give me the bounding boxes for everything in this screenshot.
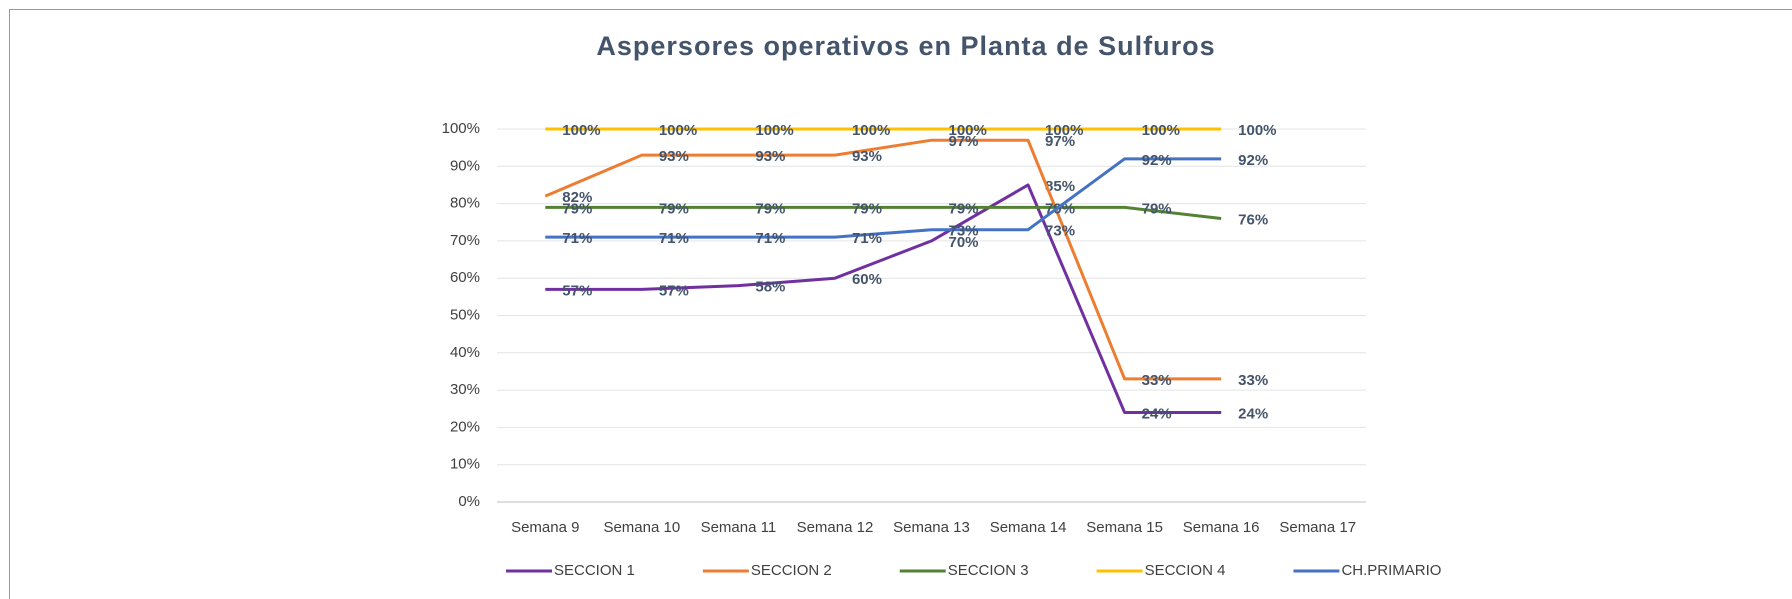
data-label: 100% — [562, 122, 600, 139]
data-label: 60% — [852, 271, 882, 288]
y-tick-label: 30% — [450, 381, 480, 398]
x-tick-label: Semana 12 — [797, 519, 874, 536]
data-label: 100% — [659, 122, 697, 139]
y-tick-label: 100% — [442, 120, 480, 137]
data-label: 79% — [1142, 200, 1172, 217]
y-tick-label: 80% — [450, 195, 480, 212]
x-tick-label: Semana 13 — [893, 519, 970, 536]
x-tick-label: Semana 16 — [1183, 519, 1260, 536]
data-label: 100% — [1045, 122, 1083, 139]
data-label: 24% — [1238, 405, 1268, 422]
legend-label: CH.PRIMARIO — [1341, 562, 1441, 579]
data-label: 24% — [1142, 405, 1172, 422]
data-label: 71% — [852, 230, 882, 247]
legend-label: SECCION 3 — [948, 562, 1029, 579]
data-label: 97% — [1045, 133, 1075, 150]
data-label: 33% — [1238, 372, 1268, 389]
data-label: 73% — [949, 223, 979, 240]
y-tick-label: 20% — [450, 418, 480, 435]
data-label: 71% — [562, 230, 592, 247]
data-label: 93% — [755, 148, 785, 165]
data-label: 92% — [1238, 152, 1268, 169]
y-tick-label: 40% — [450, 344, 480, 361]
x-tick-label: Semana 15 — [1086, 519, 1163, 536]
data-label: 79% — [562, 200, 592, 217]
y-tick-label: 70% — [450, 232, 480, 249]
y-tick-label: 50% — [450, 306, 480, 323]
data-label: 79% — [755, 200, 785, 217]
legend-label: SECCION 2 — [751, 562, 832, 579]
data-label: 57% — [659, 282, 689, 299]
data-label: 100% — [755, 122, 793, 139]
y-tick-label: 0% — [458, 493, 480, 510]
data-label: 70% — [949, 234, 979, 251]
y-tick-label: 60% — [450, 269, 480, 286]
data-label: 79% — [659, 200, 689, 217]
series-line — [545, 205, 1222, 221]
y-tick-label: 90% — [450, 157, 480, 174]
data-label: 93% — [852, 148, 882, 165]
series-line — [544, 138, 1222, 381]
data-label: 82% — [562, 189, 592, 206]
series-line — [545, 183, 1222, 414]
x-tick-label: Semana 10 — [603, 519, 680, 536]
data-label: 71% — [659, 230, 689, 247]
series-line — [545, 157, 1222, 239]
legend-label: SECCION 1 — [554, 562, 635, 579]
x-tick-label: Semana 9 — [511, 519, 579, 536]
data-label: 33% — [1142, 372, 1172, 389]
data-label: 76% — [1238, 211, 1268, 228]
legend-label: SECCION 4 — [1145, 562, 1226, 579]
data-label: 100% — [949, 122, 987, 139]
data-label: 79% — [949, 200, 979, 217]
data-label: 100% — [852, 122, 890, 139]
frame — [9, 9, 1792, 599]
x-tick-label: Semana 11 — [701, 519, 777, 536]
chart-area — [421, 10, 1392, 599]
data-label: 73% — [1045, 223, 1075, 240]
data-label: 58% — [755, 279, 785, 296]
data-label: 57% — [562, 282, 592, 299]
data-label: 92% — [1142, 152, 1172, 169]
data-label: 97% — [949, 133, 979, 150]
data-label: 100% — [1142, 122, 1180, 139]
data-label: 100% — [1238, 122, 1276, 139]
data-label: 85% — [1045, 178, 1075, 195]
chart-title: Aspersores operativos en Planta de Sulfu… — [596, 31, 1215, 61]
x-tick-label: Semana 17 — [1279, 519, 1356, 536]
data-label: 71% — [755, 230, 785, 247]
data-label: 93% — [659, 148, 689, 165]
data-label: 79% — [852, 200, 882, 217]
y-tick-label: 10% — [450, 456, 480, 473]
x-tick-label: Semana 14 — [990, 519, 1067, 536]
